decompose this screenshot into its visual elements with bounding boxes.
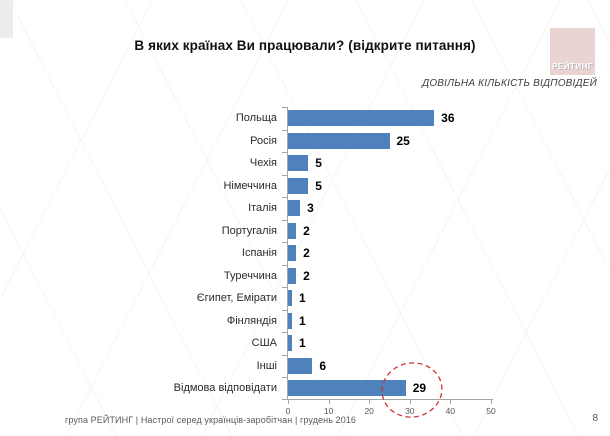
y-axis-tick (282, 197, 287, 199)
value-label: 2 (303, 246, 310, 261)
x-axis-tick-label: 0 (285, 406, 291, 416)
category-label: Єгипет, Емірати (196, 292, 277, 305)
bar-row: 2 (288, 265, 493, 288)
x-axis-tick-label: 50 (486, 406, 496, 416)
value-label: 2 (303, 268, 310, 283)
bar (288, 155, 309, 172)
category-label: Фінляндія (226, 314, 277, 327)
category-label: Польща (235, 112, 277, 124)
bar-row: 2 (288, 220, 493, 243)
bar (288, 312, 293, 329)
y-axis-tick (282, 129, 287, 131)
x-axis-tick-label: 10 (323, 406, 334, 416)
bar-row: 1 (288, 287, 493, 310)
x-axis-tick-label: 30 (405, 406, 415, 416)
rating-logo-text: РЕЙТИНГ (552, 62, 593, 71)
category-label: Інші (256, 359, 277, 372)
category-label: Росія (250, 134, 277, 147)
value-label: 1 (299, 313, 306, 328)
bar (288, 110, 435, 126)
value-label: 6 (319, 358, 327, 373)
bar-row: 2 (288, 242, 493, 265)
category-label: Німеччина (223, 179, 277, 192)
footer-source: група РЕЙТИНГ | Настрої серед українців-… (65, 415, 357, 425)
slide-title: В яких країнах Ви працювали? (відкрите п… (134, 38, 476, 53)
bar (288, 380, 406, 397)
rating-logo: РЕЙТИНГ (550, 28, 595, 75)
bar-row: 36 (288, 107, 493, 130)
y-axis-tick (282, 264, 287, 266)
category-label: Відмова відповідати (173, 382, 277, 395)
x-axis-tick-label: 20 (364, 406, 374, 416)
y-axis-tick (282, 377, 287, 379)
page-number: 8 (592, 413, 598, 424)
y-axis-tick (282, 107, 287, 108)
value-label: 3 (307, 201, 314, 216)
bar-row: 3 (288, 197, 493, 220)
y-axis-tick (282, 332, 287, 334)
category-label: США (251, 337, 277, 350)
category-label: Туреччина (223, 269, 277, 282)
y-axis-tick (282, 399, 287, 400)
bar (288, 267, 297, 284)
bar-row: 25 (288, 130, 493, 153)
y-axis-tick (282, 152, 287, 154)
y-axis-tick (282, 174, 287, 176)
x-axis-tick (491, 400, 492, 404)
category-label: Італія (248, 202, 277, 215)
y-axis-tick (282, 287, 287, 289)
y-axis-tick (282, 354, 287, 356)
x-axis-tick-label: 40 (445, 406, 456, 416)
value-label: 5 (315, 156, 322, 171)
bar (288, 335, 293, 352)
x-axis-tick (369, 400, 371, 404)
x-axis-tick (328, 400, 330, 404)
value-label: 1 (299, 336, 306, 351)
bar-row: 6 (288, 355, 493, 378)
value-label: 1 (299, 291, 306, 306)
bar (288, 222, 297, 239)
bar (288, 290, 293, 307)
category-label: Чехія (249, 157, 277, 170)
category-label: Португалія (221, 224, 277, 237)
value-label: 25 (396, 133, 410, 148)
value-label: 5 (315, 178, 322, 193)
bar (288, 200, 301, 217)
corner-mark (0, 0, 13, 38)
bar-row: 5 (288, 175, 493, 198)
value-label: 36 (441, 111, 455, 125)
y-axis-tick (282, 219, 287, 221)
bar (288, 357, 313, 374)
value-label: 29 (412, 381, 427, 396)
plot-area: 36 25 5 5 3 2 2 2 1 1 1 6 29 0 10 20 30 40 50 (282, 107, 496, 416)
x-axis-tick (450, 400, 452, 404)
bar-row: 1 (288, 332, 493, 355)
x-axis-tick (288, 400, 289, 404)
value-label: 2 (303, 223, 310, 238)
category-label: Іспанія (241, 247, 277, 260)
bar (288, 132, 390, 149)
bar (288, 177, 309, 194)
bar-row: 5 (288, 152, 493, 175)
bar (288, 245, 297, 262)
bar-row: 1 (288, 310, 493, 333)
answers-note: ДОВІЛЬНА КІЛЬКІСТЬ ВІДПОВІДЕЙ (422, 78, 597, 89)
x-axis-tick (409, 400, 411, 404)
y-axis-tick (282, 309, 287, 311)
bar-row: 29 (288, 377, 493, 400)
y-axis-tick (282, 242, 287, 244)
